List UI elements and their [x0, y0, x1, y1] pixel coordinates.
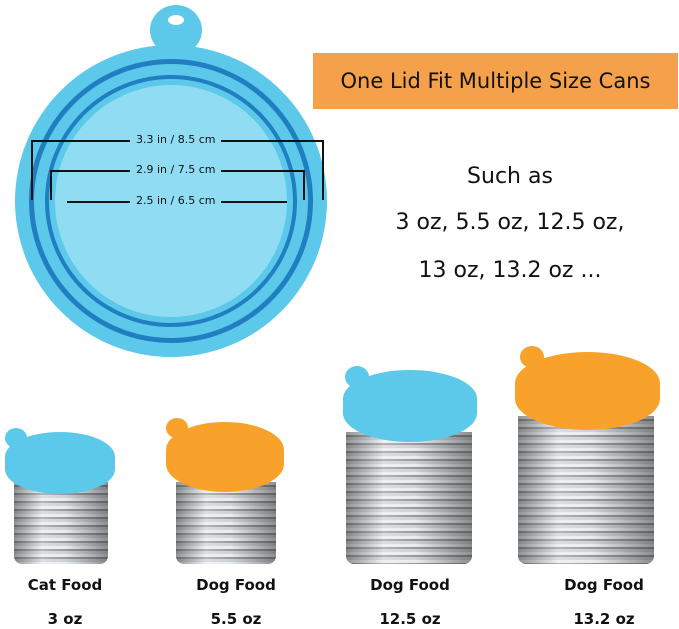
can-dog-food-5-5oz	[176, 482, 276, 564]
banner: One Lid Fit Multiple Size Cans	[313, 53, 678, 109]
dimension-inner: 2.5 in / 6.5 cm	[130, 194, 222, 208]
dimension-outer: 3.3 in / 8.5 cm	[130, 133, 222, 147]
can-label-type: Cat Food	[27, 576, 103, 594]
can-label-type: Dog Food	[564, 576, 644, 594]
orange-lid	[166, 422, 284, 492]
can-dog-food-12-5oz	[346, 432, 472, 564]
dimension-middle: 2.9 in / 7.5 cm	[130, 163, 222, 177]
can-label-size: 13.2 oz	[573, 610, 635, 628]
blue-lid	[343, 370, 477, 442]
can-label-size: 5.5 oz	[210, 610, 262, 628]
can-label-size: 12.5 oz	[379, 610, 441, 628]
orange-lid	[515, 352, 660, 430]
such-as-text: Such as	[467, 164, 553, 189]
blue-lid	[5, 432, 115, 494]
can-cat-food-3oz	[14, 482, 108, 564]
can-label-size: 3 oz	[47, 610, 83, 628]
can-label-type: Dog Food	[370, 576, 450, 594]
sizes-line-1: 3 oz, 5.5 oz, 12.5 oz,	[395, 210, 625, 235]
sizes-line-2: 13 oz, 13.2 oz ...	[418, 258, 602, 283]
can-label-type: Dog Food	[196, 576, 276, 594]
can-dog-food-13-2oz	[518, 416, 654, 564]
